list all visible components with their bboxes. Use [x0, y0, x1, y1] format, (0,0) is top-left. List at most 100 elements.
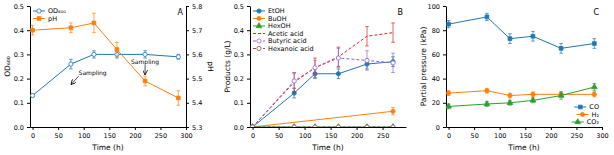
tick-mark — [443, 127, 446, 128]
tick-label: 100 — [78, 132, 90, 140]
tick-label: 0.1 — [14, 99, 24, 107]
tick-mark — [247, 30, 250, 31]
point — [446, 91, 450, 95]
error-bar — [292, 73, 296, 92]
series — [447, 13, 597, 53]
tick-label: 0.0 — [234, 124, 244, 132]
tick-label: 80 — [432, 27, 440, 35]
point — [250, 125, 254, 127]
error-bar — [313, 60, 317, 75]
tick: 5.3 — [186, 124, 202, 132]
tick-mark — [186, 54, 189, 55]
point — [485, 89, 489, 93]
error-bar — [92, 13, 96, 32]
tick-mark — [443, 30, 446, 31]
y-axis-title: OD₆₀₀ — [3, 56, 12, 77]
point — [391, 61, 395, 65]
tick: 0.3 — [14, 51, 30, 59]
tick-label: 300 — [180, 132, 192, 140]
point — [292, 125, 296, 127]
error-bar — [559, 44, 563, 54]
tick: 0 — [31, 127, 35, 140]
error-bar — [292, 74, 296, 89]
tick-label: 50 — [54, 132, 62, 140]
series — [250, 57, 395, 127]
axis-line — [447, 127, 603, 128]
tick: 50 — [470, 127, 478, 140]
error-bar — [593, 92, 597, 97]
tick: 200 — [129, 127, 141, 140]
series-line — [449, 87, 595, 106]
legend-marker — [37, 9, 41, 13]
legend-entry: pH — [33, 15, 57, 23]
x-axis: 050100150200250300 — [31, 127, 193, 140]
tick-label: 50 — [275, 132, 283, 140]
legend-label: pH — [48, 15, 57, 23]
tick-label: 0.0 — [14, 124, 24, 132]
tick: 5.5 — [186, 75, 202, 83]
point — [591, 84, 597, 89]
error-bar — [391, 53, 395, 72]
point — [484, 101, 490, 106]
series — [31, 13, 181, 105]
plot-marks — [446, 13, 597, 109]
annotation-arrow — [71, 76, 79, 84]
series-line — [253, 33, 393, 127]
series-line — [253, 62, 393, 127]
legend-entry: CO₂ — [572, 118, 600, 126]
tick-label: 0.2 — [234, 75, 244, 83]
tick: 200 — [545, 127, 557, 140]
series — [250, 48, 395, 127]
tick-mark — [551, 127, 552, 130]
error-bar — [447, 91, 451, 96]
point — [365, 58, 369, 62]
point — [69, 62, 73, 66]
tick-label: 250 — [571, 132, 583, 140]
tick-label: 5.6 — [192, 51, 202, 59]
point — [592, 92, 596, 96]
tick-mark — [383, 127, 384, 130]
tick-mark — [247, 54, 250, 55]
error-bar — [508, 34, 512, 44]
tick: 0.2 — [14, 75, 30, 83]
tick-mark — [27, 30, 30, 31]
error-bar — [531, 31, 535, 41]
point — [143, 79, 147, 83]
tick: 150 — [520, 127, 532, 140]
legend-swatch — [253, 33, 265, 34]
point — [559, 92, 563, 96]
tick: 250 — [377, 127, 389, 140]
axis-line — [250, 7, 251, 128]
tick-mark — [27, 103, 30, 104]
point — [30, 93, 34, 97]
point — [592, 42, 596, 46]
tick-mark — [109, 127, 110, 130]
point — [508, 37, 512, 41]
tick: 0 — [251, 127, 255, 140]
tick-label: 0.4 — [14, 27, 24, 35]
tick-label: 5.7 — [192, 27, 202, 35]
tick-mark — [186, 30, 189, 31]
tick-label: 200 — [545, 132, 557, 140]
point — [336, 56, 340, 60]
tick: 0.1 — [234, 99, 250, 107]
legend-marker — [575, 119, 581, 124]
series-line — [253, 127, 393, 128]
series — [446, 83, 597, 108]
error-bar — [143, 76, 147, 86]
tick-mark — [247, 79, 250, 80]
tick-label: 50 — [470, 132, 478, 140]
x-axis: 050100150200250 — [251, 127, 407, 140]
tick-mark — [279, 127, 280, 130]
x-axis-title: Time (h) — [311, 143, 343, 152]
tick-label: 0.3 — [14, 51, 24, 59]
point — [313, 66, 317, 70]
series-line — [253, 58, 393, 127]
tick-label: 40 — [432, 75, 440, 83]
tick-label: 60 — [432, 51, 440, 59]
point — [559, 46, 563, 50]
error-bar — [313, 58, 317, 77]
error-bar — [177, 54, 181, 59]
tick-label: 0.4 — [234, 27, 244, 35]
point — [530, 97, 536, 102]
